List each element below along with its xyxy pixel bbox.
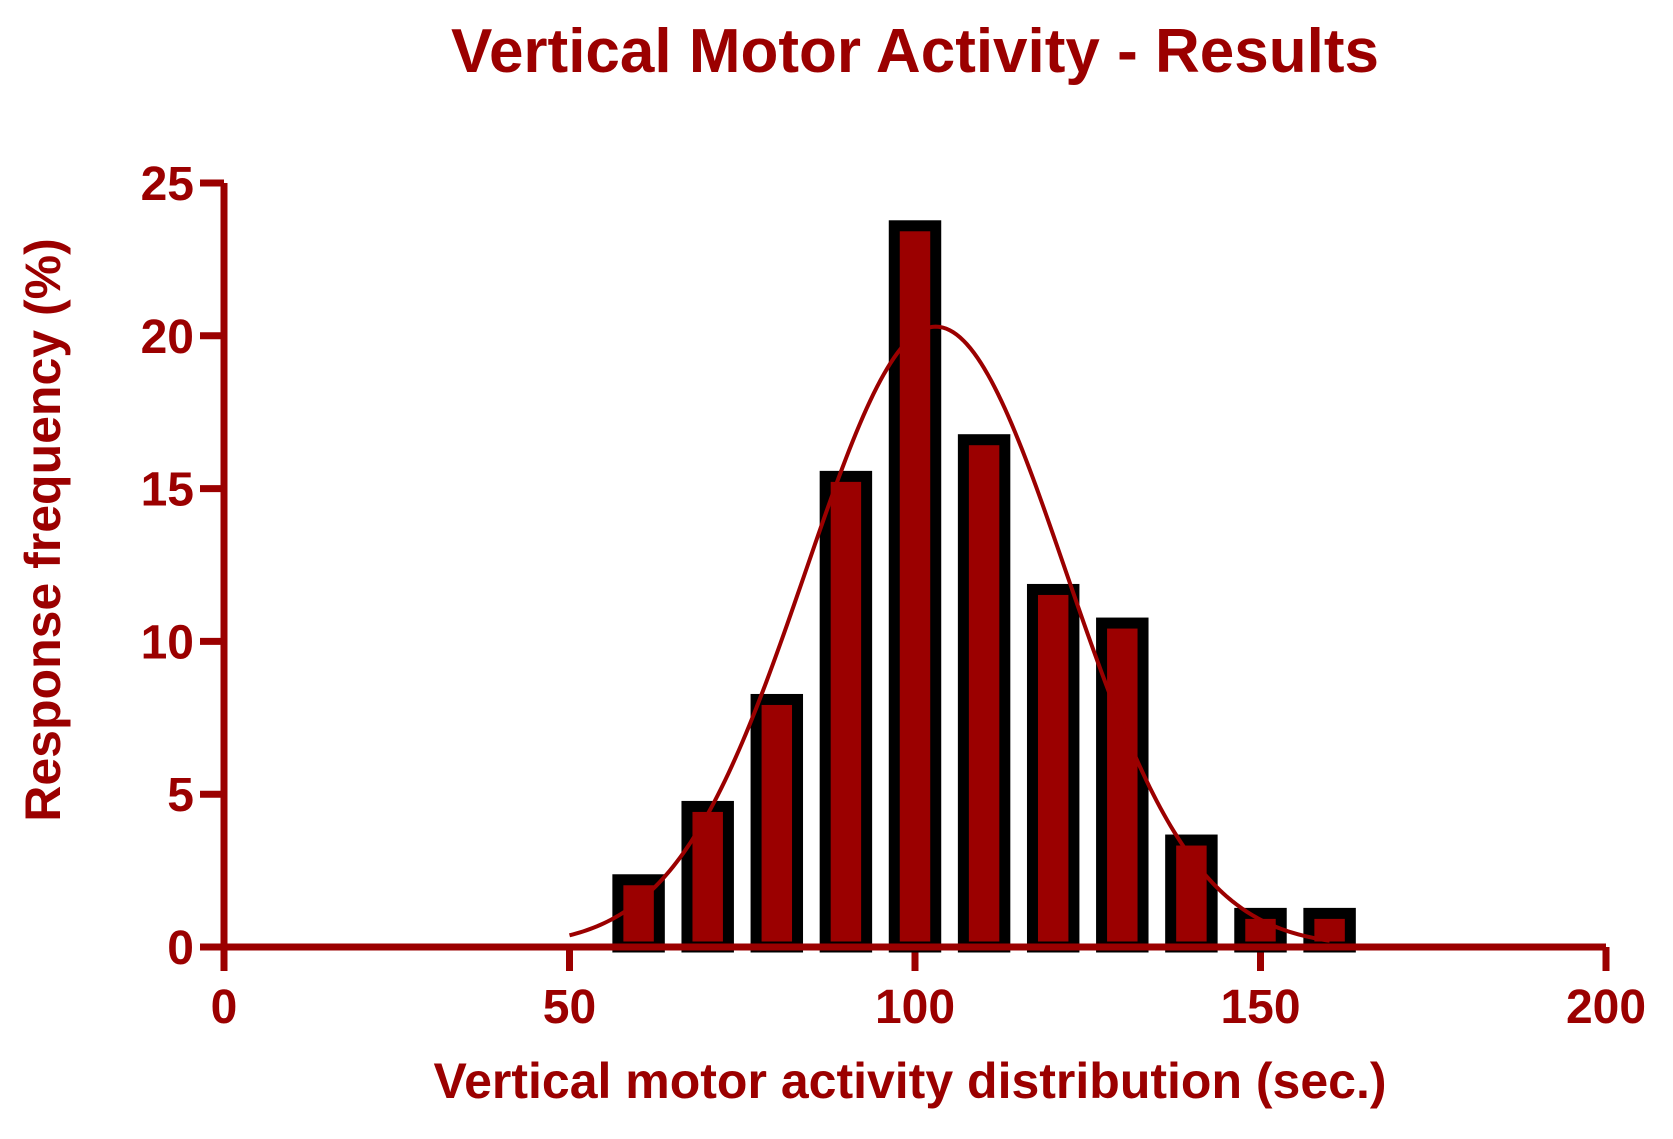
y-tick-label-20: 20 [141, 311, 194, 364]
bar-130 [1096, 617, 1149, 953]
y-tick-label-15: 15 [141, 464, 194, 517]
bar-110 [957, 434, 1011, 953]
y-tick-label-5: 5 [167, 769, 194, 822]
bar-70 [681, 800, 734, 953]
y-axis-ticks: 0 5 10 15 20 25 [141, 158, 224, 975]
gaussian-fit-curve [568, 324, 1330, 943]
bar-120 [1026, 583, 1080, 953]
y-tick-label-10: 10 [141, 616, 194, 669]
y-tick-label-25: 25 [141, 158, 194, 211]
chart-title: Vertical Motor Activity - Results [451, 17, 1379, 86]
axes-group [220, 183, 1606, 951]
bar-80 [750, 693, 804, 953]
x-axis-ticks: 0 50 100 150 200 [211, 947, 1646, 1034]
x-tick-label-100: 100 [875, 981, 955, 1034]
fit-curve-group [568, 324, 1330, 943]
y-axis-label: Response frequency (%) [15, 238, 71, 821]
bar-90 [819, 470, 873, 953]
bars-group [612, 220, 1356, 953]
bar-160 [1303, 907, 1356, 953]
x-tick-label-200: 200 [1566, 981, 1646, 1034]
x-tick-label-150: 150 [1220, 981, 1300, 1034]
x-tick-label-50: 50 [543, 981, 596, 1034]
x-axis-label: Vertical motor activity distribution (se… [433, 1053, 1386, 1109]
y-tick-label-0: 0 [167, 922, 194, 975]
x-tick-label-0: 0 [211, 981, 238, 1034]
